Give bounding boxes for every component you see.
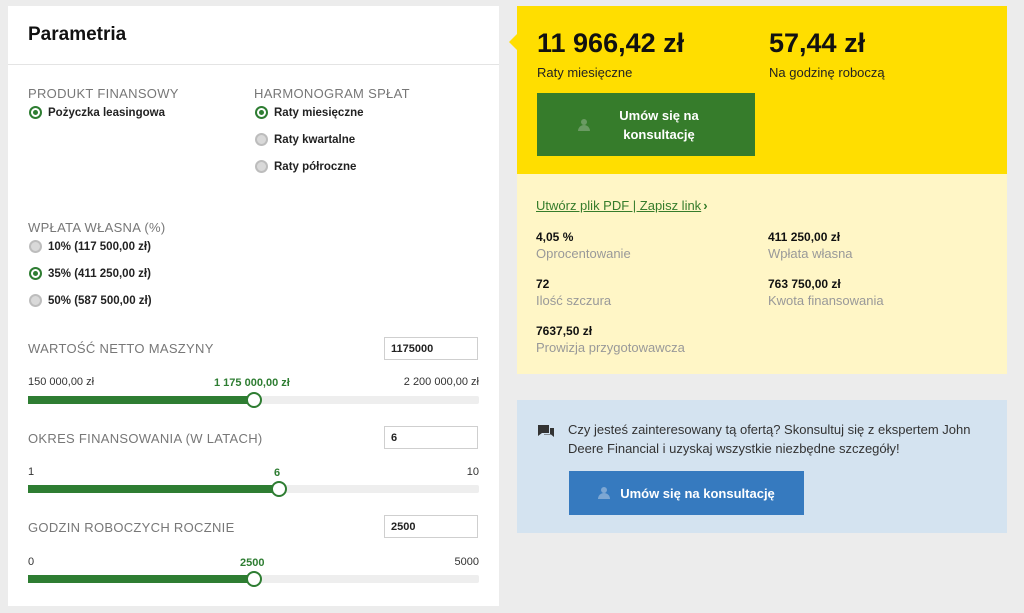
radio-unchecked-icon	[29, 294, 42, 307]
radio-checked-icon	[29, 267, 42, 280]
downpayment-stat-label: Wpłata własna	[768, 246, 853, 261]
hourly-label: Na godzinę roboczą	[769, 65, 885, 80]
machine-value-slider[interactable]	[28, 392, 479, 408]
work-hours-label: GODZIN ROBOCZYCH ROCZNIE	[28, 520, 235, 535]
radio-label: 50% (587 500,00 zł)	[48, 294, 152, 307]
contact-text: Czy jesteś zainteresowany tą ofertą? Sko…	[568, 422, 971, 456]
interest-value: 4,05 %	[536, 230, 574, 244]
machine-value-label: WARTOŚĆ NETTO MASZYNY	[28, 341, 214, 356]
work-hours-min: 0	[28, 556, 35, 568]
parameters-title: Parametria	[8, 6, 499, 65]
work-hours-slider[interactable]	[28, 571, 479, 587]
radio-label: Raty półroczne	[274, 160, 357, 173]
chat-icon	[538, 425, 554, 437]
radio-unchecked-icon	[255, 160, 268, 173]
machine-value-max: 2 200 000,00 zł	[403, 376, 479, 388]
fee-value: 7637,50 zł	[536, 324, 593, 338]
work-hours-input[interactable]	[384, 515, 478, 538]
financing-period-slider[interactable]	[28, 481, 479, 497]
radio-downpayment-50[interactable]: 50% (587 500,00 zł)	[29, 294, 152, 307]
hourly-amount: 57,44 zł	[769, 28, 866, 58]
fee-label: Prowizja przygotowawcza	[536, 340, 685, 355]
radio-label: 10% (117 500,00 zł)	[48, 240, 151, 253]
radio-label: Raty miesięczne	[274, 106, 364, 119]
monthly-amount: 11 966,42 zł	[537, 28, 685, 58]
consult-button-label: Umów się na konsultację	[619, 107, 699, 142]
installments-label: Ilość szczura	[536, 293, 612, 308]
financing-period-max: 10	[466, 466, 479, 478]
radio-checked-icon	[255, 106, 268, 119]
interest-label: Oprocentowanie	[536, 246, 631, 261]
radio-schedule-monthly[interactable]: Raty miesięczne	[255, 106, 364, 119]
financed-amount-label: Kwota finansowania	[768, 293, 884, 308]
product-label: PRODUKT FINANSOWY	[28, 86, 179, 101]
schedule-label: HARMONOGRAM SPŁAT	[254, 86, 410, 101]
consult-button-blue[interactable]: Umów się na konsultację	[569, 471, 804, 515]
radio-unchecked-icon	[255, 133, 268, 146]
downpayment-label: WPŁATA WŁASNA (%)	[28, 220, 166, 235]
person-icon	[598, 487, 611, 499]
financing-period-min: 1	[28, 466, 35, 478]
radio-checked-icon	[29, 106, 42, 119]
slider-fill	[28, 396, 254, 404]
slider-thumb[interactable]	[270, 481, 287, 497]
slider-thumb[interactable]	[245, 392, 262, 408]
financing-period-input[interactable]	[384, 426, 478, 449]
radio-unchecked-icon	[29, 240, 42, 253]
pdf-link-label: Utwórz plik PDF | Zapisz link	[536, 198, 702, 213]
contact-panel: Czy jesteś zainteresowany tą ofertą? Sko…	[517, 400, 1007, 533]
work-hours-current: 2500	[240, 557, 265, 569]
consult-button-blue-label: Umów się na konsultację	[620, 485, 775, 501]
financed-amount-value: 763 750,00 zł	[768, 277, 841, 291]
financing-period-label: OKRES FINANSOWANIA (W LATACH)	[28, 431, 263, 446]
radio-label: 35% (411 250,00 zł)	[48, 267, 151, 280]
person-icon	[578, 118, 590, 131]
machine-value-current: 1 175 000,00 zł	[214, 377, 290, 389]
slider-fill	[28, 485, 279, 493]
downpayment-value: 411 250,00 zł	[768, 230, 841, 244]
radio-label: Raty kwartalne	[274, 133, 356, 146]
slider-thumb[interactable]	[245, 571, 262, 587]
consult-button-green[interactable]: Umów się na konsultację	[537, 93, 755, 156]
radio-schedule-quarterly[interactable]: Raty kwartalne	[255, 133, 355, 146]
radio-product-leasing-loan[interactable]: Pożyczka leasingowa	[29, 106, 165, 119]
installments-value: 72	[536, 277, 550, 291]
radio-downpayment-10[interactable]: 10% (117 500,00 zł)	[29, 240, 151, 253]
details-panel: Utwórz plik PDF | Zapisz link › 4,05 % Op…	[517, 174, 1007, 374]
chevron-right-icon: ›	[703, 198, 708, 213]
pdf-link[interactable]: Utwórz plik PDF | Zapisz link ›	[536, 198, 708, 213]
parameters-panel: Parametria PRODUKT FINANSOWY Pożyczka le…	[8, 6, 499, 606]
machine-value-input[interactable]	[384, 337, 478, 360]
machine-value-min: 150 000,00 zł	[28, 376, 95, 388]
radio-label: Pożyczka leasingowa	[48, 106, 165, 119]
monthly-label: Raty miesięczne	[537, 65, 633, 80]
radio-downpayment-35[interactable]: 35% (411 250,00 zł)	[29, 267, 151, 280]
radio-schedule-semiannual[interactable]: Raty półroczne	[255, 160, 356, 173]
summary-panel: 11 966,42 zł Raty miesięczne 57,44 zł Na…	[509, 6, 1007, 174]
slider-fill	[28, 575, 254, 583]
work-hours-max: 5000	[454, 556, 479, 568]
financing-period-current: 6	[274, 467, 281, 479]
